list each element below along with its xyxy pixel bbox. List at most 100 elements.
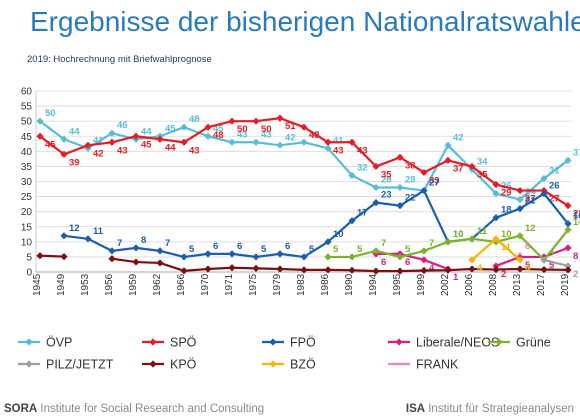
data-label-fp-: 8 [141, 235, 146, 246]
data-point-fp- [396, 202, 404, 210]
data-point--vp [348, 171, 356, 180]
data-point-kp- [324, 266, 332, 274]
data-point-fp- [492, 214, 500, 222]
legend-marker-bz- [269, 360, 277, 368]
legend-label--vp: ÖVP [46, 336, 72, 350]
series-line-kp- [39, 254, 65, 258]
data-point-sp- [228, 117, 236, 125]
data-label-fp-: 17 [357, 208, 368, 219]
data-label-fp-: 10 [333, 229, 344, 240]
legend-marker-fp- [269, 338, 277, 346]
data-label-sp-: 35 [381, 169, 392, 180]
data-label-gr-ne: 7 [381, 238, 386, 249]
y-tick-label: 15 [21, 222, 33, 233]
data-label-fp-: 16 [573, 211, 580, 222]
data-label-fp-: 7 [117, 238, 122, 249]
data-point--vp [276, 141, 284, 149]
data-point-fp- [132, 244, 140, 252]
x-tick-label: 1970 [200, 273, 211, 296]
legend-marker--vp [25, 338, 33, 346]
data-point-gr-ne [324, 253, 332, 261]
data-label-fp-: 5 [309, 244, 315, 255]
data-label--vp: 44 [69, 126, 80, 137]
legend-label-sp-: SPÖ [170, 336, 197, 350]
data-label-sp-: 37 [453, 163, 464, 174]
data-label-liberale-neos: 5 [549, 260, 555, 271]
data-label-sp-: 42 [93, 148, 104, 159]
data-point-bz- [516, 256, 524, 264]
data-point--vp [396, 183, 404, 192]
y-tick-label: 45 [21, 132, 33, 143]
data-point-kp- [468, 265, 476, 273]
data-label-fp-: 6 [237, 241, 242, 252]
data-label-fp-: 5 [261, 244, 267, 255]
data-label-sp-: 48 [309, 130, 320, 141]
data-point--vp [492, 189, 500, 198]
series-line-pilz-jetzt [543, 258, 569, 268]
data-label-gr-ne: 7 [429, 238, 434, 249]
x-tick-label: 1995 [392, 273, 403, 296]
y-tick-label: 60 [21, 87, 33, 98]
data-label-sp-: 45 [141, 139, 152, 150]
data-label-sp-: 44 [165, 142, 176, 153]
legend-marker-pilz-jetzt [25, 360, 33, 368]
data-point-sp- [108, 138, 116, 146]
x-tick-label: 1990 [344, 273, 355, 296]
data-label-fp-: 10 [453, 229, 464, 240]
y-tick-label: 20 [21, 207, 33, 218]
x-tick-label: 1956 [104, 273, 115, 296]
data-label-gr-ne: 5 [357, 244, 363, 255]
data-point-liberale-neos [492, 262, 500, 270]
data-point-kp- [372, 267, 380, 275]
data-point-liberale-neos [420, 256, 428, 264]
data-point-kp- [180, 267, 188, 275]
x-tick-label: 1999 [416, 273, 427, 296]
footer-right: ISA Institut für Strategieanalysen [406, 403, 574, 415]
data-point-sp- [300, 123, 308, 131]
data-label-fp-: 12 [69, 223, 80, 234]
y-tick-label: 0 [26, 268, 32, 279]
data-point-kp- [396, 267, 404, 275]
x-tick-label: 1959 [128, 273, 139, 296]
data-point-sp- [396, 153, 404, 161]
x-tick-label: 1966 [176, 273, 187, 296]
x-tick-label: 1975 [248, 273, 259, 296]
data-label-pilz-jetzt: 2 [573, 269, 578, 280]
data-label-sp-: 43 [333, 145, 344, 156]
data-label--vp: 32 [357, 162, 368, 173]
data-point-fp- [324, 238, 332, 246]
series-line-sp- [39, 117, 569, 207]
legend-label-frank: FRANK [416, 358, 459, 372]
data-label-sp-: 29 [501, 188, 512, 199]
data-label-sp-: 35 [477, 169, 488, 180]
data-label-liberale-neos: 5 [525, 260, 531, 271]
x-tick-label: 2013 [512, 273, 523, 296]
data-point--vp [36, 117, 44, 125]
data-point--vp [252, 138, 260, 146]
x-tick-label: 1945 [32, 273, 43, 296]
data-point-bz- [492, 235, 500, 243]
series-line-kp- [111, 257, 569, 273]
y-tick-label: 55 [21, 102, 33, 113]
data-point--vp [444, 141, 452, 149]
data-point-gr-ne [444, 238, 452, 246]
y-tick-label: 25 [21, 192, 33, 203]
x-tick-label: 1949 [56, 273, 67, 296]
data-point-kp- [60, 253, 68, 261]
data-point-fp- [108, 247, 116, 255]
data-point--vp [516, 196, 524, 204]
legend-marker-gr-ne [495, 338, 503, 346]
data-point-pilz-jetzt [540, 256, 548, 264]
data-point-fp- [420, 186, 428, 195]
footer-right-brand: ISA [405, 403, 426, 415]
data-point-kp- [156, 259, 164, 267]
data-label-sp-: 39 [69, 157, 80, 168]
x-tick-label: 1979 [272, 273, 283, 296]
data-label-fp-: 26 [549, 181, 560, 192]
footer-left-brand: SORA [4, 403, 38, 415]
data-point-gr-ne [348, 253, 356, 261]
legend-label-pilz-jetzt: PILZ/JETZT [46, 358, 114, 372]
data-point-fp- [540, 189, 548, 198]
data-label--vp: 28 [405, 175, 416, 186]
